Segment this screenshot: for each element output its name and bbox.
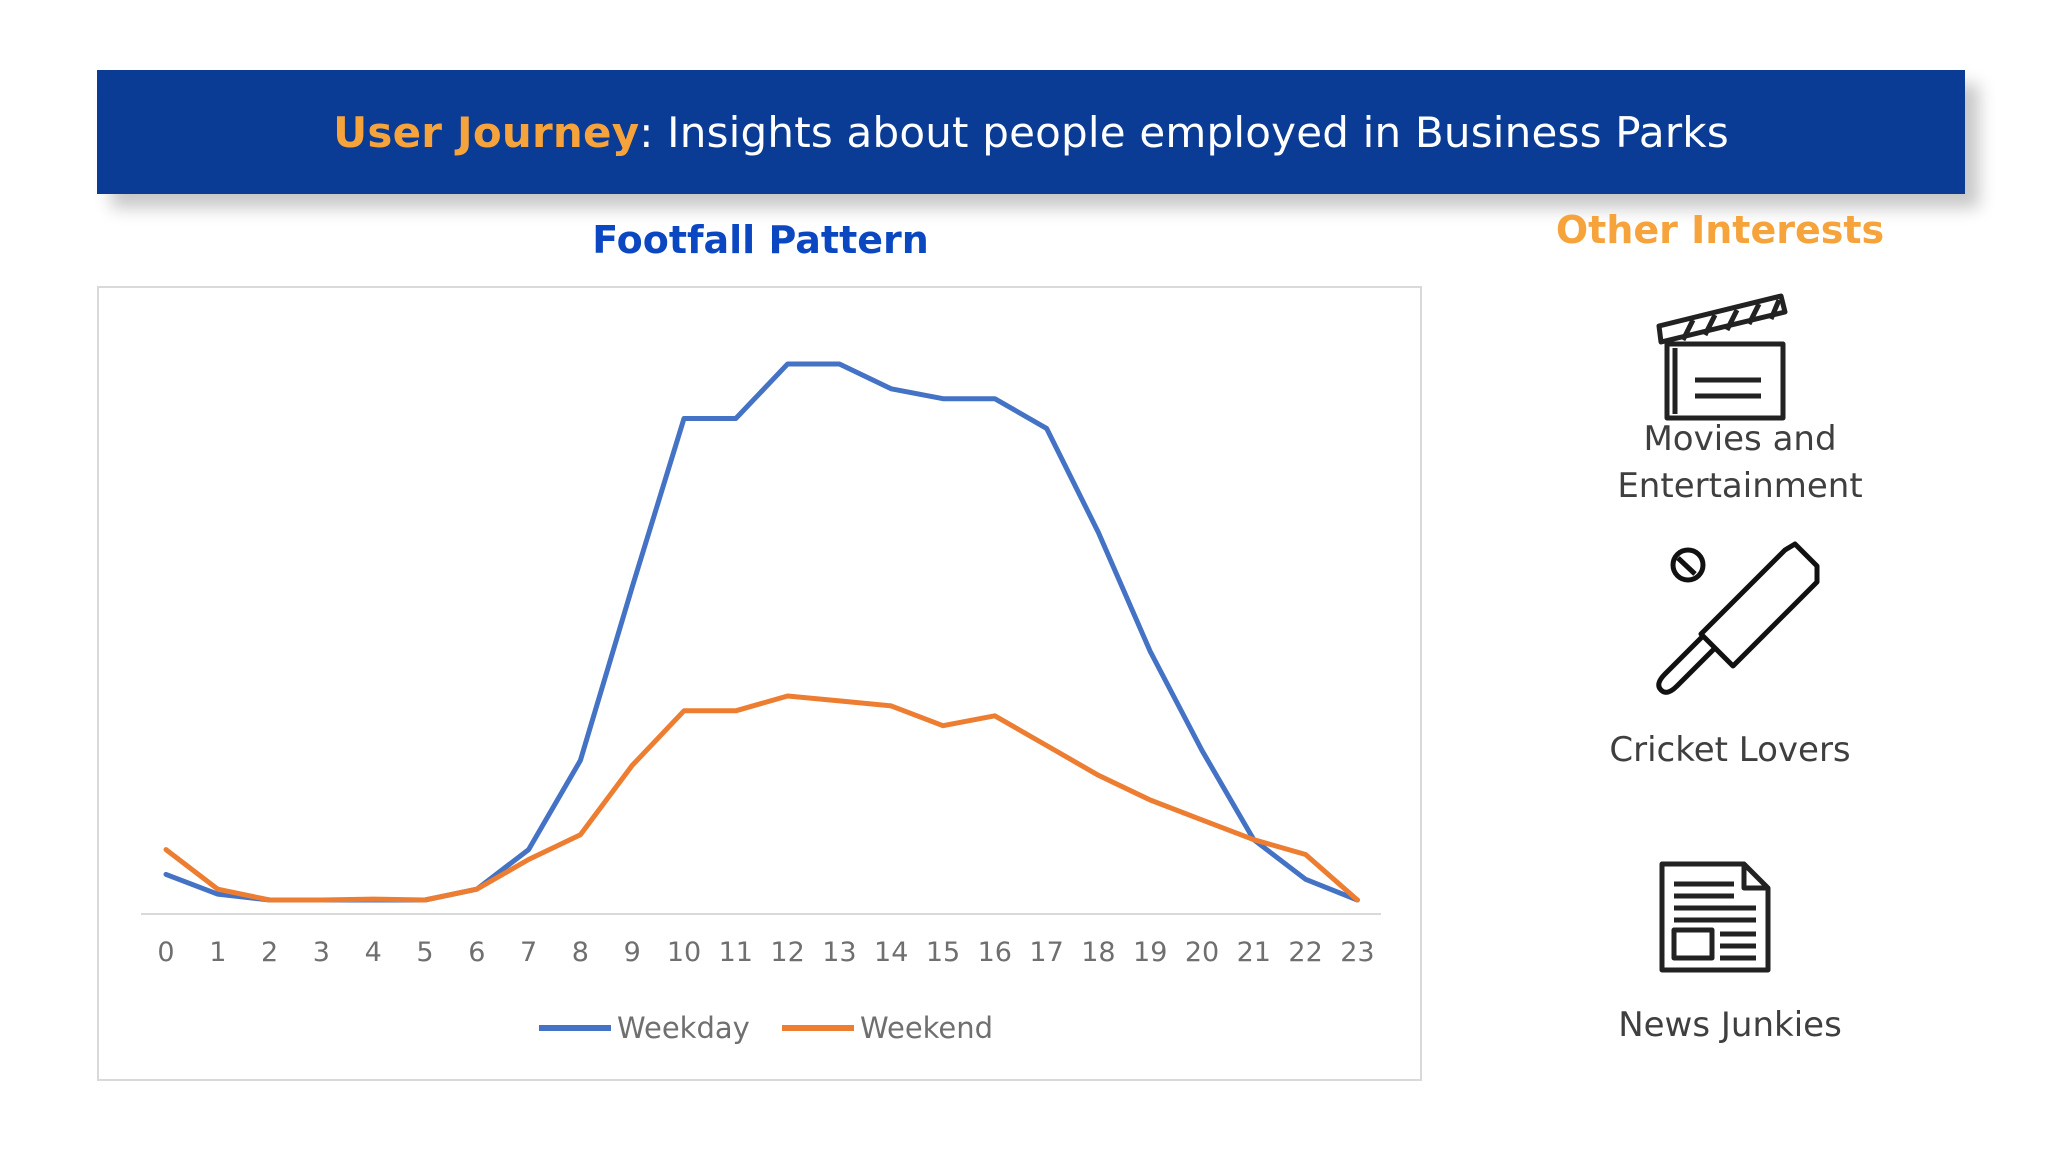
x-tick-label: 17: [1029, 937, 1063, 968]
interest-cricket-label: Cricket Lovers: [1609, 730, 1851, 770]
x-tick-label: 2: [261, 937, 278, 968]
x-tick-label: 22: [1288, 937, 1322, 968]
x-tick-label: 16: [978, 937, 1012, 968]
header-banner: User Journey: Insights about people empl…: [97, 70, 1965, 194]
header-highlight: User Journey: [333, 107, 640, 157]
x-tick-label: 20: [1185, 937, 1219, 968]
x-tick-label: 19: [1133, 937, 1167, 968]
interest-movies-label: Movies and Entertainment: [1580, 416, 1900, 510]
x-tick-label: 13: [822, 937, 856, 968]
x-tick-label: 14: [874, 937, 908, 968]
series-line-weekday: [163, 361, 1360, 903]
x-tick-label: 0: [157, 937, 174, 968]
cricket-bat-icon: [1655, 538, 1825, 708]
newspaper-icon: [1658, 860, 1773, 975]
chart-canvas: 0 1 2 3 4 5 6 7 8 9 10 11 12 13 14 15 16 17 18 19 20 21 22 23We…: [141, 361, 1381, 1045]
x-tick-label: 18: [1081, 937, 1115, 968]
clapperboard-icon: [1655, 292, 1795, 422]
x-tick-label: 10: [667, 937, 701, 968]
header-title: : Insights about people employed in Busi…: [639, 107, 1729, 157]
footfall-title: Footfall Pattern: [592, 218, 929, 262]
interest-news-label: News Junkies: [1618, 1005, 1842, 1045]
footfall-chart: 0 1 2 3 4 5 6 7 8 9 10 11 12 13 14 15 16 17 18 19 20 21 22 23 We…: [97, 286, 1422, 1081]
x-tick-label: 11: [719, 937, 753, 968]
x-tick-label: 3: [313, 937, 330, 968]
x-tick-label: 23: [1340, 937, 1374, 968]
interest-movies-line1: Movies and: [1643, 419, 1837, 459]
x-tick-label: 5: [416, 937, 433, 968]
x-tick-label: 21: [1237, 937, 1271, 968]
interest-movies-line2: Entertainment: [1617, 466, 1863, 506]
x-tick-label: 1: [209, 937, 226, 968]
x-tick-label: 6: [468, 937, 485, 968]
x-tick-label: 7: [520, 937, 537, 968]
legend-label-weekday: Weekday: [617, 1011, 750, 1045]
x-tick-label: 4: [365, 937, 382, 968]
series-line-weekend: [163, 693, 1360, 903]
x-tick-label: 12: [770, 937, 804, 968]
x-tick-label: 9: [624, 937, 641, 968]
x-tick-label: 15: [926, 937, 960, 968]
other-interests-title: Other Interests: [1555, 208, 1885, 252]
legend-label-weekend: Weekend: [860, 1011, 993, 1045]
x-tick-label: 8: [572, 937, 589, 968]
